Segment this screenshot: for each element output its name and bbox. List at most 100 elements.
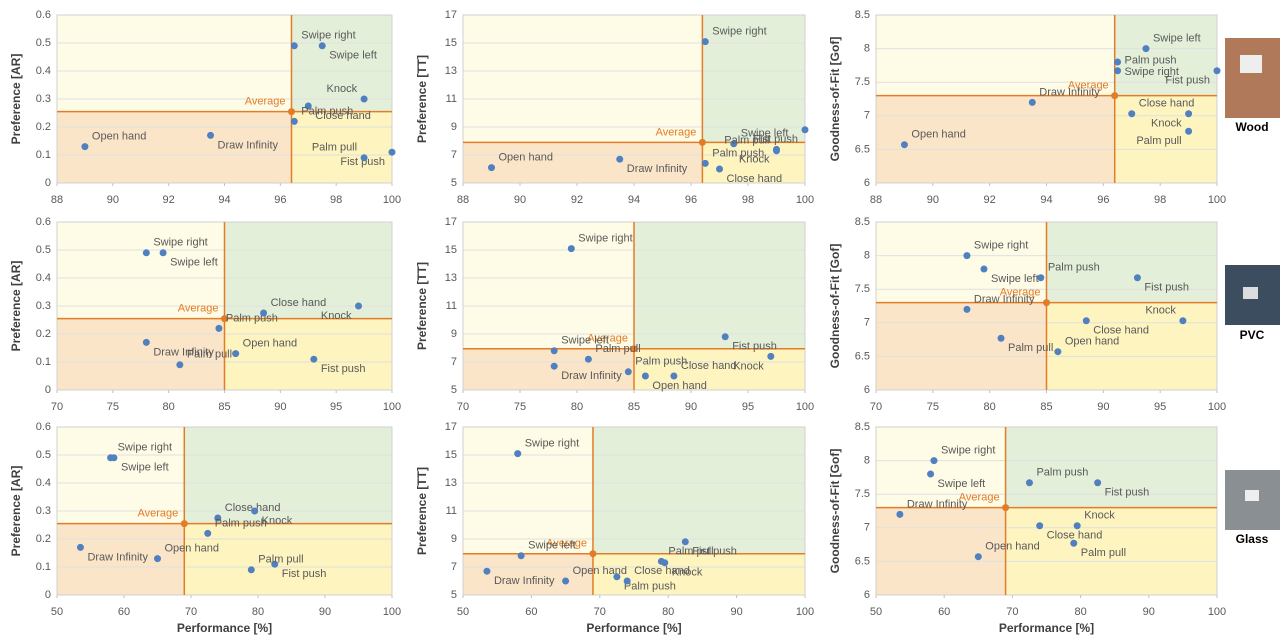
point: [77, 544, 84, 551]
point-label: Swipe right: [153, 237, 207, 249]
point-label: Palm push: [301, 105, 353, 117]
quadrant: [634, 222, 805, 349]
point-label: Palm push: [712, 147, 764, 159]
point: [562, 578, 569, 585]
point-label: Swipe right: [974, 240, 1028, 252]
point: [802, 126, 809, 133]
point: [1128, 110, 1135, 117]
y-tick-label: 0.6: [36, 421, 51, 433]
y-tick-label: 17: [445, 9, 457, 21]
y-tick-label: 13: [445, 65, 457, 77]
y-tick-label: 0.4: [36, 65, 51, 77]
point: [1114, 59, 1121, 66]
x-tick-label: 94: [218, 194, 230, 206]
point-label: Palm pull: [258, 554, 303, 566]
y-tick-label: 9: [451, 121, 457, 133]
average-label: Average: [138, 508, 179, 520]
y-tick-label: 5: [451, 177, 457, 189]
point: [625, 368, 632, 375]
point-label: Swipe right: [941, 445, 995, 457]
point-label: Fist push: [1105, 487, 1150, 499]
x-tick-label: 90: [514, 194, 526, 206]
x-tick-label: 100: [1208, 401, 1226, 413]
point: [1070, 540, 1077, 547]
y-tick-label: 7.5: [855, 76, 870, 88]
point: [963, 306, 970, 313]
point-label: Draw Infinity: [974, 293, 1035, 305]
point: [930, 457, 937, 464]
point: [1185, 128, 1192, 135]
point-label: Palm push: [635, 356, 687, 368]
point: [291, 42, 298, 49]
y-tick-label: 0.1: [36, 356, 51, 368]
x-tick-label: 50: [457, 606, 469, 618]
wood-photo-card: [1240, 55, 1262, 73]
point-label: Palm pull: [668, 545, 713, 557]
average-point: [288, 108, 295, 115]
point: [642, 373, 649, 380]
point-label: Swipe left: [991, 273, 1039, 285]
point-label: Draw Infinity: [87, 551, 148, 563]
point-label: Knock: [1145, 305, 1176, 317]
point: [1036, 522, 1043, 529]
y-tick-label: 0: [45, 177, 51, 189]
quadrant: [225, 319, 393, 390]
x-tick-label: 75: [514, 401, 526, 413]
point-label: Palm pull: [1136, 135, 1181, 147]
y-axis-label: Preference [AR]: [9, 261, 23, 352]
point: [658, 558, 665, 565]
point: [361, 96, 368, 103]
point-label: Palm push: [1125, 55, 1177, 67]
point-label: Open hand: [911, 129, 965, 141]
point-label: Open hand: [985, 541, 1039, 553]
x-tick-label: 90: [927, 194, 939, 206]
average-label: Average: [178, 303, 219, 315]
y-tick-label: 13: [445, 272, 457, 284]
average-point: [181, 520, 188, 527]
y-tick-label: 17: [445, 216, 457, 228]
point: [551, 347, 558, 354]
x-tick-label: 80: [984, 401, 996, 413]
y-tick-label: 9: [451, 328, 457, 340]
x-tick-label: 85: [628, 401, 640, 413]
point: [585, 356, 592, 363]
average-label: Average: [245, 96, 286, 108]
point-label: Knock: [1151, 118, 1182, 130]
point-label: Palm push: [624, 581, 676, 593]
y-tick-label: 8.5: [855, 9, 870, 21]
point: [963, 252, 970, 259]
y-tick-label: 7.5: [855, 488, 870, 500]
x-tick-label: 92: [571, 194, 583, 206]
x-tick-label: 96: [1097, 194, 1109, 206]
point-label: Swipe right: [712, 26, 766, 38]
point-label: Palm pull: [1008, 342, 1053, 354]
point-label: Swipe right: [301, 30, 355, 42]
point-label: Draw Infinity: [561, 370, 622, 382]
y-tick-label: 5: [451, 589, 457, 601]
y-tick-label: 0.4: [36, 477, 51, 489]
x-tick-label: 100: [796, 401, 814, 413]
point: [248, 566, 255, 573]
y-tick-label: 7: [451, 561, 457, 573]
y-tick-label: 11: [446, 93, 457, 105]
y-tick-label: 9: [451, 533, 457, 545]
point: [767, 353, 774, 360]
x-tick-label: 90: [1143, 606, 1155, 618]
y-tick-label: 0.6: [36, 9, 51, 21]
point-label: Close hand: [634, 565, 690, 577]
point: [568, 245, 575, 252]
point: [1114, 67, 1121, 74]
point-label: Palm push: [226, 312, 278, 324]
point: [176, 361, 183, 368]
point: [716, 166, 723, 173]
x-tick-label: 100: [383, 606, 401, 618]
point: [682, 538, 689, 545]
y-tick-label: 0.4: [36, 272, 51, 284]
average-label: Average: [656, 126, 697, 138]
point: [81, 143, 88, 150]
x-tick-label: 50: [51, 606, 63, 618]
figure: Wood PVC Glass 00.10.20.30.40.50.6889092…: [0, 0, 1284, 639]
point-label: Close hand: [681, 360, 737, 372]
point: [1026, 479, 1033, 486]
point-label: Open hand: [92, 131, 146, 143]
